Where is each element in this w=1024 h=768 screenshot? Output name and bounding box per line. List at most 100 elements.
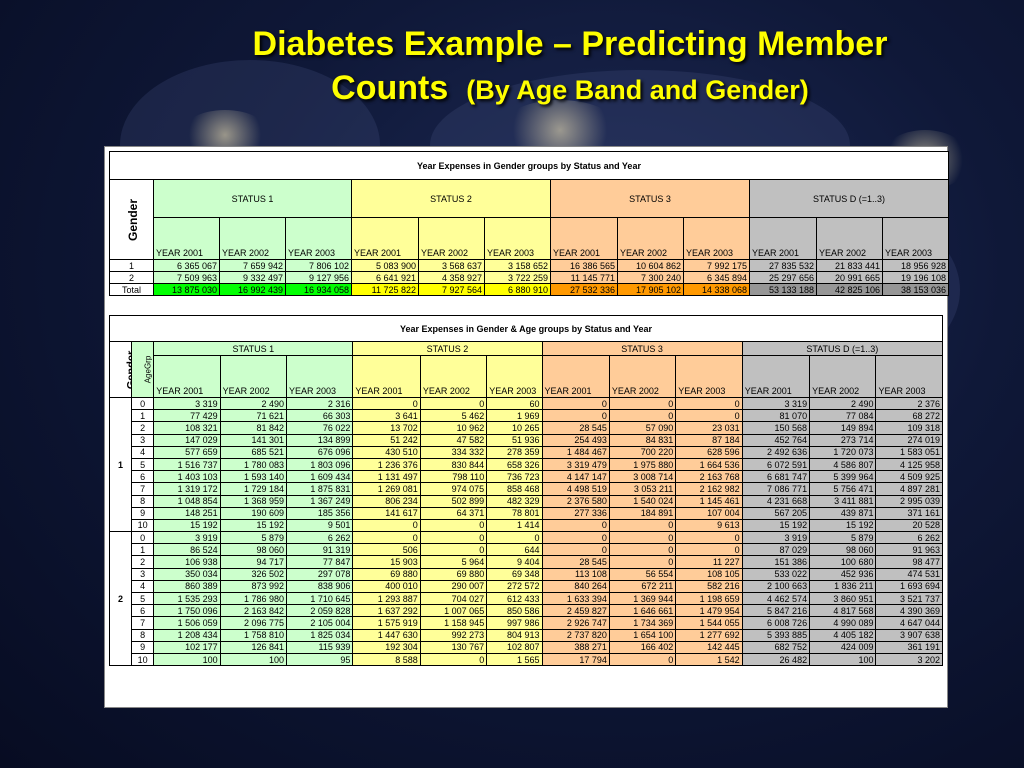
value-cell: 108 105: [675, 567, 743, 581]
gender-expenses-table: Year Expenses in Gender groups by Status…: [109, 151, 949, 296]
value-cell: 86 524: [153, 543, 221, 557]
value-cell: 1 875 831: [286, 482, 354, 496]
value-cell: 9 404: [486, 555, 543, 569]
value-cell: 6 641 921: [351, 271, 419, 284]
age-group-cell: 6: [131, 604, 155, 618]
value-cell: 2 163 842: [219, 604, 288, 618]
value-cell: 84 831: [608, 433, 677, 447]
value-cell: 0: [352, 531, 421, 545]
value-cell: 1 479 954: [675, 604, 743, 618]
value-cell: 66 303: [286, 409, 354, 423]
value-cell: 4 647 044: [875, 616, 943, 630]
title-line-2: Counts: [331, 69, 449, 107]
value-cell: 3 919: [153, 531, 221, 545]
value-cell: 141 301: [219, 433, 288, 447]
value-cell: 371 161: [875, 506, 943, 520]
value-cell: 28 545: [541, 555, 610, 569]
value-cell: 192 304: [352, 640, 421, 654]
value-cell: 502 899: [419, 494, 488, 508]
value-cell: 0: [608, 555, 677, 569]
value-cell: 77 847: [286, 555, 354, 569]
value-cell: 3 641: [352, 409, 421, 423]
value-cell: 106 938: [153, 555, 221, 569]
age-group-cell: 5: [131, 591, 155, 606]
value-cell: 1 758 810: [219, 628, 288, 642]
value-cell: 6 345 894: [683, 271, 750, 284]
value-cell: 26 482: [741, 652, 811, 667]
value-cell: 3 411 881: [809, 494, 877, 508]
value-cell: 506: [352, 543, 421, 557]
year-header: YEAR 2002: [419, 355, 488, 398]
year-header: YEAR 2001: [351, 217, 419, 260]
value-cell: 1 516 737: [153, 457, 221, 472]
value-cell: 78 801: [486, 506, 543, 520]
value-cell: 8 588: [352, 652, 421, 667]
value-cell: 5 393 885: [741, 628, 811, 642]
value-cell: 3 907 638: [875, 628, 943, 642]
value-cell: 700 220: [608, 445, 677, 459]
value-cell: 830 844: [419, 457, 488, 472]
year-header: YEAR 2001: [541, 355, 610, 398]
value-cell: 5 964: [419, 555, 488, 569]
value-cell: 5 083 900: [351, 259, 419, 272]
table-row: 2 106 938 94 717 77 847 15 903 5 964 9 404 28 5…: [110, 555, 943, 569]
year-header: YEAR 2003: [484, 217, 551, 260]
value-cell: 577 659: [153, 445, 221, 459]
table-row: 3 147 029 141 301 134 899 51 242 47 582 51 936…: [110, 433, 943, 447]
value-cell: 100: [809, 652, 877, 667]
value-cell: 1 750 096: [153, 604, 221, 618]
value-cell: 113 108: [541, 567, 610, 581]
age-group-cell: 3: [131, 433, 155, 447]
value-cell: 1 975 880: [608, 457, 677, 472]
row-label: 1: [109, 259, 154, 272]
value-cell: 4 147 147: [541, 470, 610, 484]
year-header: YEAR 2001: [153, 355, 221, 398]
value-cell: 1 664 536: [675, 457, 743, 472]
value-cell: 6 262: [875, 531, 943, 545]
gender-label: Gender: [126, 198, 141, 241]
value-cell: 6 008 726: [741, 616, 811, 630]
value-cell: 474 531: [875, 567, 943, 581]
value-cell: 1 693 694: [875, 579, 943, 594]
value-cell: 1 236 376: [352, 457, 421, 472]
value-cell: 23 031: [675, 421, 743, 435]
value-cell: 452 936: [809, 567, 877, 581]
value-cell: 3 521 737: [875, 591, 943, 606]
value-cell: 7 509 963: [153, 271, 220, 284]
value-cell: 166 402: [608, 640, 677, 654]
age-group-cell: 4: [131, 445, 155, 459]
value-cell: 190 609: [219, 506, 288, 520]
year-header: YEAR 2001: [749, 217, 817, 260]
title-line-1: Diabetes Example – Predicting Member: [252, 25, 888, 63]
year-header: YEAR 2003: [285, 217, 352, 260]
value-cell: 1 969: [486, 409, 543, 423]
value-cell: 148 251: [153, 506, 221, 520]
value-cell: 16 992 439: [219, 283, 286, 296]
value-cell: 0: [352, 518, 421, 533]
value-cell: 3 202: [875, 652, 943, 667]
value-cell: 0: [608, 518, 677, 533]
value-cell: 1 319 172: [153, 482, 221, 496]
year-header: YEAR 2002: [617, 217, 684, 260]
value-cell: 68 272: [875, 409, 943, 423]
value-cell: 25 297 656: [749, 271, 817, 284]
value-cell: 130 767: [419, 640, 488, 654]
value-cell: 4 990 089: [809, 616, 877, 630]
value-cell: 3 722 259: [484, 271, 551, 284]
value-cell: 1 403 103: [153, 470, 221, 484]
value-cell: 100: [219, 652, 288, 667]
year-header: YEAR 2003: [683, 217, 750, 260]
value-cell: 77 084: [809, 409, 877, 423]
table-row: 10 100 100 95 8 588 0 1 565 17 794 0 1 542 26 482 1…: [110, 652, 943, 667]
spreadsheet-panel: Year Expenses in Gender groups by Status…: [104, 146, 949, 708]
value-cell: 0: [486, 531, 543, 545]
value-cell: 98 477: [875, 555, 943, 569]
value-cell: 3 860 951: [809, 591, 877, 606]
value-cell: 9 127 956: [285, 271, 352, 284]
age-group-cell: 2: [131, 555, 155, 569]
value-cell: 5 847 216: [741, 604, 811, 618]
value-cell: 15 192: [219, 518, 288, 533]
value-cell: 992 273: [419, 628, 488, 642]
